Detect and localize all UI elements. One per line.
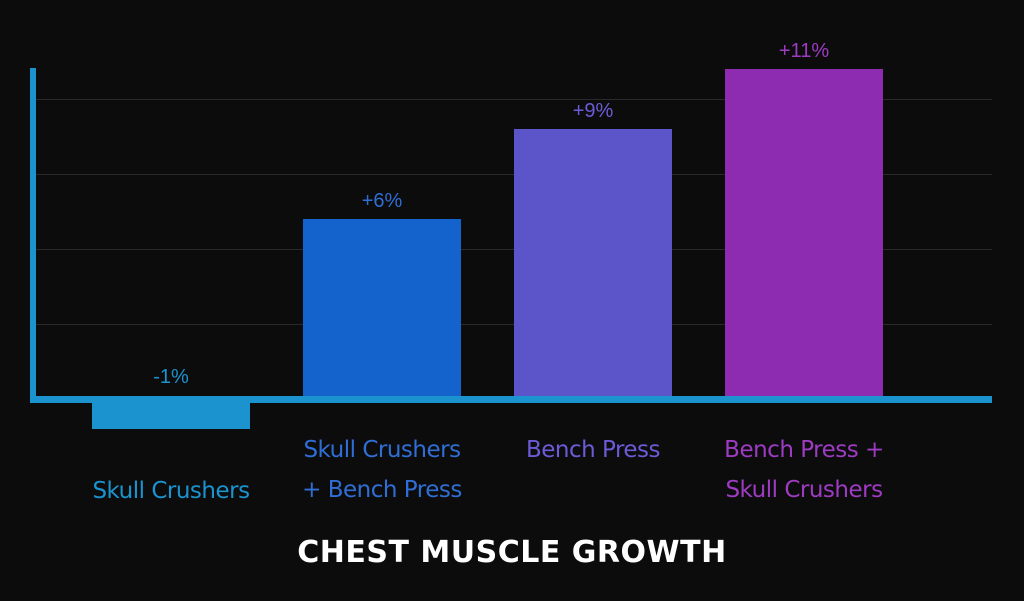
category-tick-label: Skull Crushers	[92, 478, 249, 504]
chart-title: CHEST MUSCLE GROWTH	[297, 535, 726, 570]
x-axis-line	[30, 396, 992, 403]
y-axis-line	[30, 68, 36, 402]
bar	[92, 399, 250, 429]
data-label: -1%	[153, 366, 189, 388]
data-label: +11%	[779, 40, 829, 62]
category-tick-label: Skull Crushers	[725, 477, 882, 503]
bar	[514, 129, 672, 399]
data-label: +6%	[362, 190, 403, 212]
bar	[303, 219, 461, 399]
category-tick-label: Skull Crushers	[303, 437, 460, 463]
data-label: +9%	[573, 100, 614, 122]
category-tick-label: Bench Press	[526, 437, 660, 463]
bar	[725, 69, 883, 399]
category-tick-label: + Bench Press	[302, 477, 462, 503]
category-tick-label: Bench Press +	[724, 437, 884, 463]
